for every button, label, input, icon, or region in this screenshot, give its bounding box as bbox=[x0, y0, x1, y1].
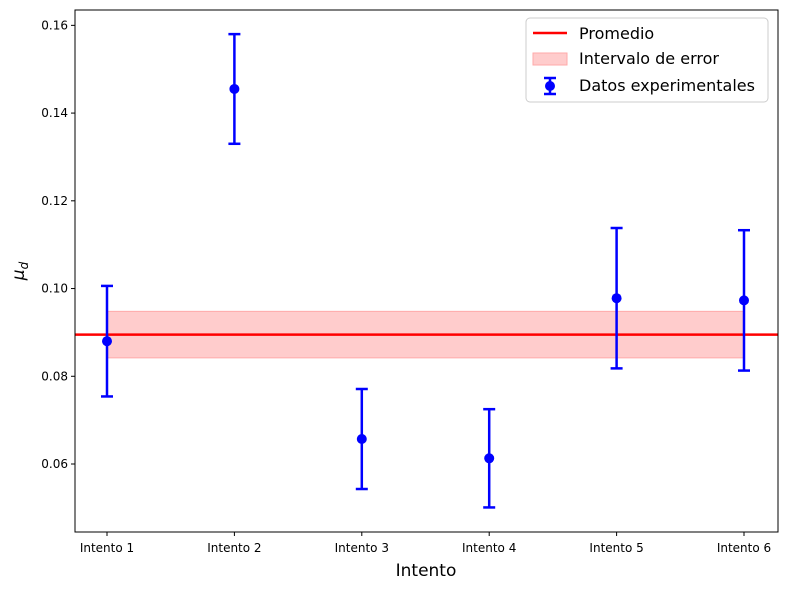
data-marker bbox=[611, 293, 622, 304]
legend-marker bbox=[545, 81, 555, 91]
x-axis-title: Intento bbox=[396, 561, 457, 581]
data-marker bbox=[102, 336, 112, 347]
x-tick-label: Intento 3 bbox=[335, 541, 389, 555]
legend-band-swatch bbox=[532, 52, 568, 66]
data-point-5 bbox=[610, 226, 623, 370]
x-tick-label: Intento 4 bbox=[462, 541, 516, 555]
data-point-2 bbox=[228, 32, 241, 146]
legend-points-swatch bbox=[544, 76, 556, 96]
data-marker bbox=[484, 453, 495, 464]
x-tick-label: Intento 6 bbox=[717, 541, 771, 555]
plot-frame bbox=[74, 9, 779, 533]
x-tick-label: Intento 5 bbox=[589, 541, 643, 555]
y-tick-label: 0.06 bbox=[41, 457, 68, 471]
legend-mean-label: Promedio bbox=[579, 24, 654, 43]
legend-frame bbox=[525, 17, 769, 103]
y-tick-label: 0.12 bbox=[41, 194, 68, 208]
legend: Promedio Intervalo de error Datos experi… bbox=[525, 17, 769, 103]
y-tick-label: 0.10 bbox=[41, 282, 68, 296]
x-tick-label: Intento 2 bbox=[207, 541, 261, 555]
y-axis-title: μd bbox=[9, 261, 31, 281]
legend-band-label: Intervalo de error bbox=[579, 49, 719, 68]
data-marker bbox=[356, 434, 367, 445]
data-point-3 bbox=[355, 387, 368, 491]
x-tick-label: Intento 1 bbox=[80, 541, 134, 555]
legend-points-label: Datos experimentales bbox=[579, 76, 755, 95]
data-point-6 bbox=[738, 228, 750, 372]
y-tick-label: 0.14 bbox=[41, 106, 68, 120]
data-point-4 bbox=[483, 407, 496, 509]
data-marker bbox=[229, 83, 240, 94]
y-tick-label: 0.08 bbox=[41, 369, 68, 383]
data-marker bbox=[739, 295, 749, 306]
data-point-1 bbox=[101, 284, 113, 398]
y-tick-label: 0.16 bbox=[41, 18, 68, 32]
